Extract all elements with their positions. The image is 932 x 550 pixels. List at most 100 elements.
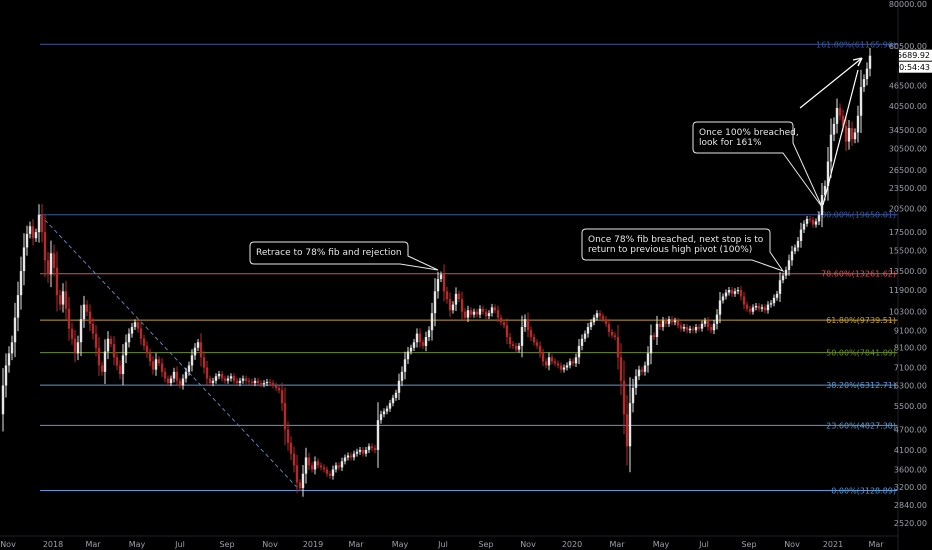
fib-level-label: 23.60%(4827.38): [826, 421, 896, 430]
candle-body: [724, 292, 728, 297]
candle-body: [145, 345, 149, 354]
callout-text: Once 100% breached,: [699, 128, 799, 138]
y-tick-label: 3600.00: [894, 465, 927, 474]
candle-body: [214, 376, 218, 381]
candle-body: [97, 347, 101, 366]
fib-level-label: 61.80%(9739.51): [826, 316, 896, 325]
candle-body: [526, 319, 530, 331]
y-tick-label: 40500.00: [889, 102, 927, 111]
candle-body: [166, 378, 170, 384]
candle-body: [70, 328, 74, 339]
candle-body: [583, 333, 587, 339]
candle-body: [784, 269, 788, 276]
candle-body: [115, 357, 119, 366]
x-tick-label: Nov: [520, 540, 536, 549]
candle-body: [46, 260, 50, 275]
candle-body: [85, 304, 89, 312]
candle-body: [319, 465, 323, 468]
candle-body: [790, 251, 794, 261]
candle-body: [124, 342, 128, 356]
candle-body: [289, 442, 293, 454]
candle-body: [691, 328, 695, 331]
x-tick-label: Nov: [0, 540, 16, 549]
candle-body: [829, 134, 833, 162]
candle-body: [412, 342, 416, 348]
candle-body: [589, 322, 593, 328]
candle-body: [19, 271, 23, 296]
candle-body: [190, 355, 194, 366]
y-tick-label: 4700.00: [894, 425, 927, 434]
candle-body: [709, 327, 713, 331]
fib-level-label: 161.80%(61165.96): [816, 40, 896, 49]
candle-body: [640, 369, 644, 372]
x-tick-label: 2019: [303, 540, 323, 549]
candle-body: [376, 420, 380, 450]
y-tick-label: 13500.00: [889, 267, 927, 276]
x-tick-label: Mar: [348, 540, 364, 549]
candle-body: [574, 357, 578, 364]
x-tick-label: Mar: [609, 540, 625, 549]
candle-body: [259, 383, 263, 385]
candle-body: [328, 473, 332, 476]
candle-body: [424, 337, 428, 346]
candle-body: [388, 403, 392, 409]
candle-body: [310, 465, 314, 470]
candle-body: [820, 195, 824, 216]
candle-body: [712, 323, 716, 331]
candle-body: [220, 374, 224, 379]
candle-body: [64, 291, 68, 309]
y-tick-label: 6300.00: [894, 381, 927, 390]
candle-body: [355, 451, 359, 454]
candle-body: [556, 363, 560, 366]
candle-body: [475, 311, 479, 315]
candle-body: [286, 429, 290, 443]
candle-body: [232, 376, 236, 381]
candle-body: [730, 290, 734, 294]
candle-body: [472, 311, 476, 315]
candle-body: [244, 378, 248, 381]
candle-body: [853, 132, 857, 140]
candle-body: [544, 361, 548, 366]
candle-body: [382, 411, 386, 415]
candle-body: [862, 79, 866, 88]
y-axis[interactable]: 80000.00 60500.00 46500.00 40500.00 34500.00…: [889, 0, 927, 528]
x-tick-label: May: [129, 540, 146, 549]
candle-body: [268, 381, 272, 384]
candle-body: [586, 327, 590, 334]
candle-body: [577, 345, 581, 358]
candle-body: [31, 226, 35, 239]
candle-body: [436, 279, 440, 292]
candle-body: [226, 378, 230, 381]
candle-body: [403, 359, 407, 372]
x-tick-label: Mar: [85, 540, 101, 549]
y-tick-label: 60500.00: [889, 42, 927, 51]
candle-body: [757, 305, 761, 309]
y-tick-label: 4100.00: [894, 446, 927, 455]
last-price-value: 56689.92: [892, 51, 930, 60]
candle-body: [208, 378, 212, 384]
y-tick-label: 9100.00: [894, 326, 927, 335]
candle-body: [229, 376, 233, 379]
callout-box: [581, 228, 785, 272]
candle-body: [523, 319, 527, 328]
candle-body: [247, 380, 251, 382]
candle-body: [28, 226, 32, 234]
candle-body: [520, 327, 524, 346]
candle-body: [856, 115, 860, 133]
candle-body: [10, 342, 14, 354]
x-tick-label: Sep: [741, 540, 756, 549]
candle-body: [778, 280, 782, 294]
candle-body: [178, 380, 182, 386]
candle-body: [256, 380, 260, 384]
candle-body: [478, 308, 482, 315]
candle-body: [313, 461, 317, 470]
callout-text: Retrace to 78% fib and rejection: [256, 248, 402, 258]
candle-body: [679, 325, 683, 329]
candle-body: [847, 128, 851, 142]
candle-body: [364, 449, 368, 454]
candle-body: [82, 304, 86, 320]
y-tick-label: 10300.00: [889, 308, 927, 317]
candle-body: [673, 320, 677, 323]
x-axis[interactable]: Nov 2018 Mar May Jul Sep Nov 2019 Mar May Jul Sep No…: [0, 540, 884, 549]
